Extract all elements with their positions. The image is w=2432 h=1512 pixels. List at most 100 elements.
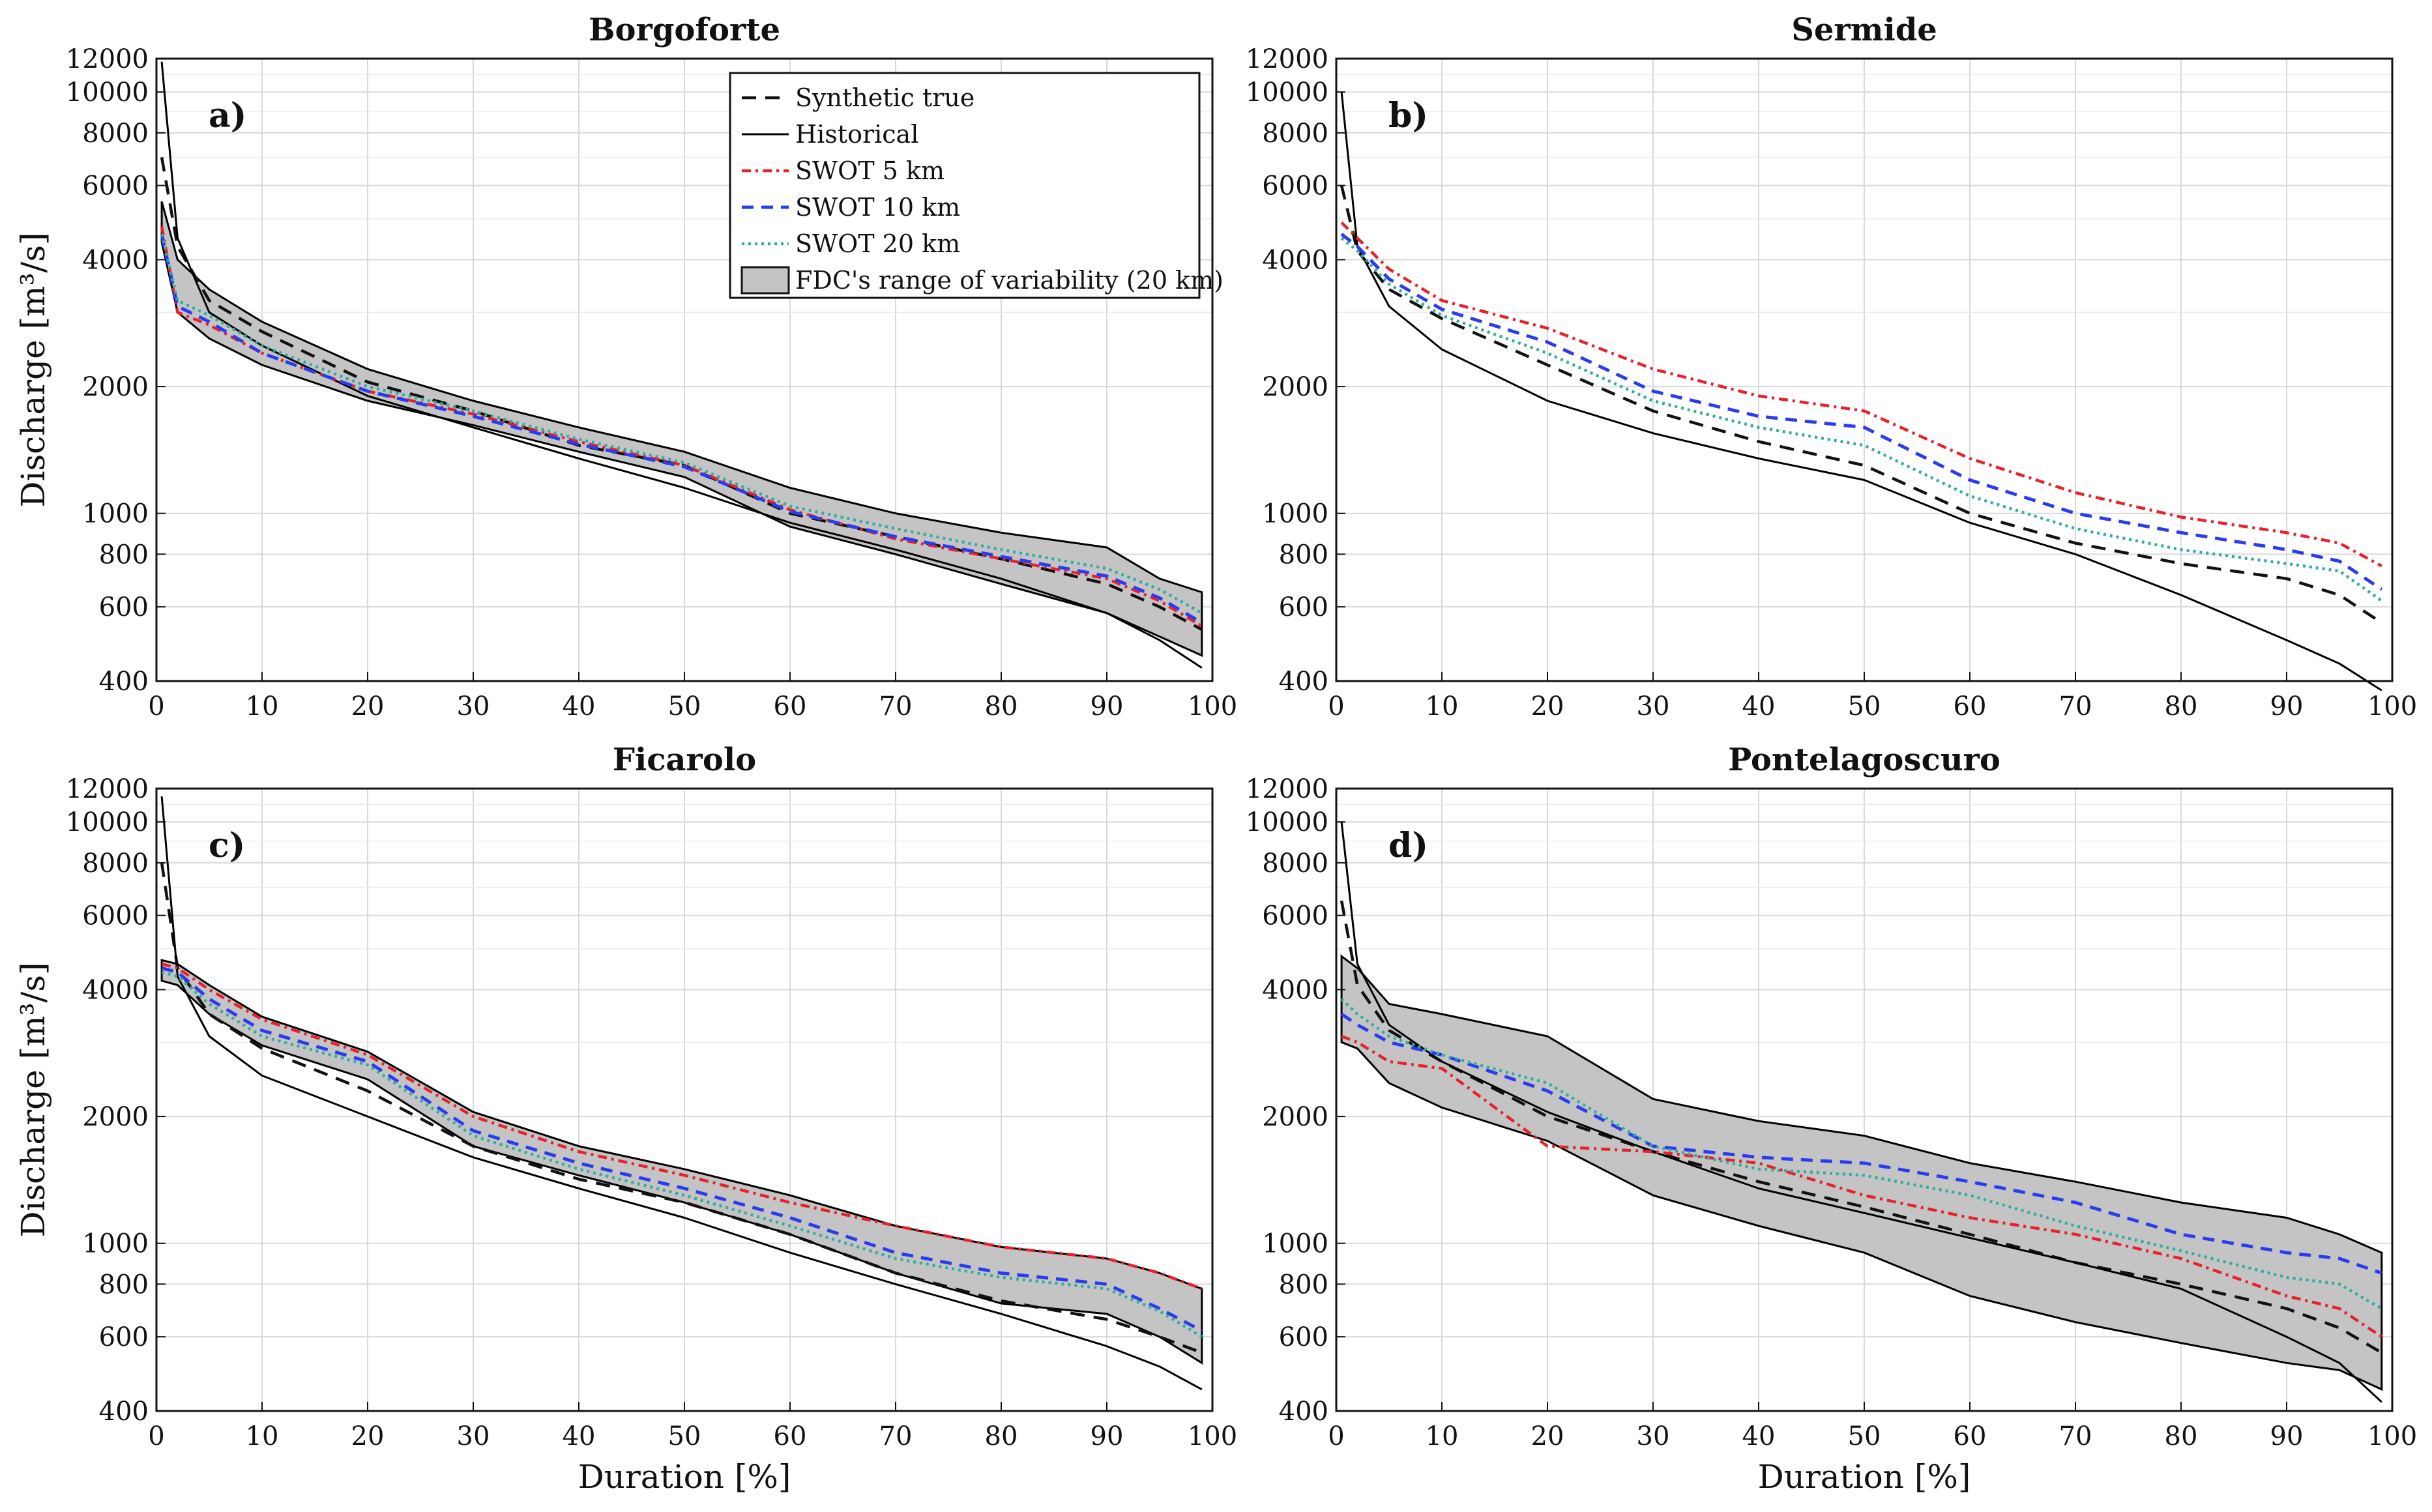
- x-tick-label: 10: [1426, 1421, 1459, 1451]
- y-tick-label: 8000: [82, 849, 149, 879]
- x-tick-label: 70: [2059, 1421, 2092, 1451]
- y-tick-label: 1000: [82, 1229, 149, 1259]
- chart-title: Sermide: [1791, 12, 1937, 48]
- series-line-historical: [160, 796, 1203, 1391]
- x-tick-label: 10: [1426, 691, 1459, 721]
- panel-label: b): [1388, 96, 1428, 136]
- x-tick-label: 40: [563, 691, 596, 721]
- y-tick-label: 12000: [1246, 774, 1328, 804]
- x-tick-label: 80: [2165, 691, 2198, 721]
- series-line-historical: [160, 61, 1203, 669]
- series-line-swot-20-km: [161, 970, 1203, 1339]
- x-tick-label: 20: [351, 691, 385, 721]
- y-tick-label: 10000: [1246, 807, 1328, 837]
- x-tick-label: 60: [774, 1421, 807, 1451]
- series-line-synthetic-true: [160, 862, 1203, 1354]
- legend-label-historical: Historical: [795, 120, 918, 149]
- y-tick-label: 1000: [82, 499, 149, 529]
- x-tick-label: 40: [1742, 1421, 1776, 1451]
- chart-title: Ficarolo: [613, 742, 756, 778]
- x-tick-label: 30: [457, 691, 490, 721]
- x-tick-label: 10: [246, 691, 279, 721]
- y-axis-label: Discharge [m³/s]: [14, 962, 52, 1237]
- x-axis-label: Duration [%]: [578, 1458, 791, 1496]
- x-tick-label: 20: [1531, 691, 1564, 721]
- x-tick-label: 30: [1637, 691, 1670, 721]
- y-tick-label: 2000: [1262, 372, 1328, 402]
- x-tick-label: 100: [2367, 691, 2417, 721]
- legend-label-swot-10: SWOT 10 km: [795, 193, 960, 222]
- x-tick-label: 80: [985, 691, 1018, 721]
- series-line-swot-5-km: [160, 225, 1203, 628]
- x-tick-label: 90: [2270, 691, 2304, 721]
- x-tick-label: 0: [148, 1421, 164, 1451]
- y-tick-label: 400: [1279, 1397, 1328, 1427]
- legend-label-band: FDC's range of variability (20 km): [795, 266, 1223, 295]
- y-tick-label: 10000: [66, 78, 149, 108]
- x-tick-label: 70: [2059, 691, 2092, 721]
- y-tick-label: 400: [1279, 667, 1328, 697]
- x-tick-label: 40: [563, 1421, 596, 1451]
- legend-label-swot-20: SWOT 20 km: [795, 229, 960, 258]
- y-tick-label: 8000: [82, 119, 149, 149]
- x-tick-label: 90: [1091, 691, 1124, 721]
- y-tick-label: 2000: [1262, 1102, 1328, 1132]
- x-axis-label: Duration [%]: [1758, 1458, 1971, 1496]
- x-tick-label: 0: [1328, 1421, 1344, 1451]
- x-tick-label: 100: [1188, 1421, 1237, 1451]
- y-tick-label: 12000: [1246, 44, 1328, 74]
- series-line-swot-10-km: [1340, 1012, 2382, 1275]
- x-tick-label: 90: [1091, 1421, 1124, 1451]
- x-tick-label: 60: [1954, 1421, 1987, 1451]
- fdc-range-band: [1340, 954, 2383, 1391]
- y-tick-label: 8000: [1262, 119, 1328, 149]
- series-line-historical: [1340, 92, 2382, 691]
- x-tick-label: 20: [351, 1421, 385, 1451]
- y-tick-label: 800: [99, 540, 149, 570]
- series-line-synthetic-true: [1340, 185, 2383, 624]
- series-line-swot-10-km: [1340, 233, 2383, 591]
- y-tick-label: 4000: [82, 245, 149, 275]
- fdc-range-band: [160, 201, 1203, 658]
- y-tick-label: 600: [1279, 1322, 1328, 1352]
- y-tick-label: 4000: [82, 975, 149, 1005]
- x-tick-label: 100: [1188, 691, 1237, 721]
- x-tick-label: 40: [1742, 691, 1776, 721]
- series-line-swot-5-km: [161, 963, 1203, 1290]
- panel-label: a): [209, 96, 246, 136]
- x-tick-label: 30: [1637, 1421, 1670, 1451]
- y-tick-label: 12000: [66, 774, 149, 804]
- x-tick-label: 0: [148, 691, 164, 721]
- y-tick-label: 6000: [82, 171, 149, 201]
- series-line-synthetic-true: [1340, 900, 2382, 1354]
- x-tick-label: 70: [879, 1421, 913, 1451]
- panel-label: d): [1388, 826, 1428, 865]
- y-tick-label: 10000: [66, 807, 149, 837]
- x-tick-label: 90: [2270, 1421, 2304, 1451]
- y-tick-label: 12000: [66, 44, 149, 74]
- y-tick-label: 800: [1279, 540, 1328, 570]
- x-tick-label: 70: [879, 691, 913, 721]
- x-tick-label: 30: [457, 1421, 490, 1451]
- y-tick-label: 800: [1279, 1270, 1328, 1300]
- x-tick-label: 50: [668, 691, 701, 721]
- series-line-swot-10-km: [161, 966, 1203, 1333]
- chart-panel-pontelagoscuro: 0 10 20 30 40 50 60 70 80 90 100 400 600 800 1000 2000 4…: [1246, 742, 2417, 1496]
- y-tick-label: 6000: [82, 901, 149, 931]
- y-tick-label: 8000: [1262, 849, 1328, 879]
- x-tick-label: 10: [246, 1421, 279, 1451]
- y-tick-label: 600: [99, 592, 149, 622]
- chart-panel-sermide: 0 10 20 30 40 50 60 70 80 90 100 400 600 800 1000 2000 4…: [1246, 12, 2417, 721]
- x-tick-label: 100: [2367, 1421, 2417, 1451]
- chart-title: Pontelagoscuro: [1728, 742, 2000, 778]
- series-line-swot-10-km: [160, 233, 1203, 624]
- series-line-swot-20-km: [160, 233, 1203, 615]
- y-tick-label: 1000: [1262, 499, 1328, 529]
- y-axis-label: Discharge [m³/s]: [14, 232, 52, 507]
- legend-label-synthetic-true: Synthetic true: [795, 83, 974, 112]
- y-tick-label: 4000: [1262, 975, 1328, 1005]
- series-line-synthetic-true: [160, 156, 1203, 631]
- legend: Synthetic true Historical SWOT 5 km SWOT 10…: [729, 72, 1223, 299]
- legend-box: [729, 72, 1201, 299]
